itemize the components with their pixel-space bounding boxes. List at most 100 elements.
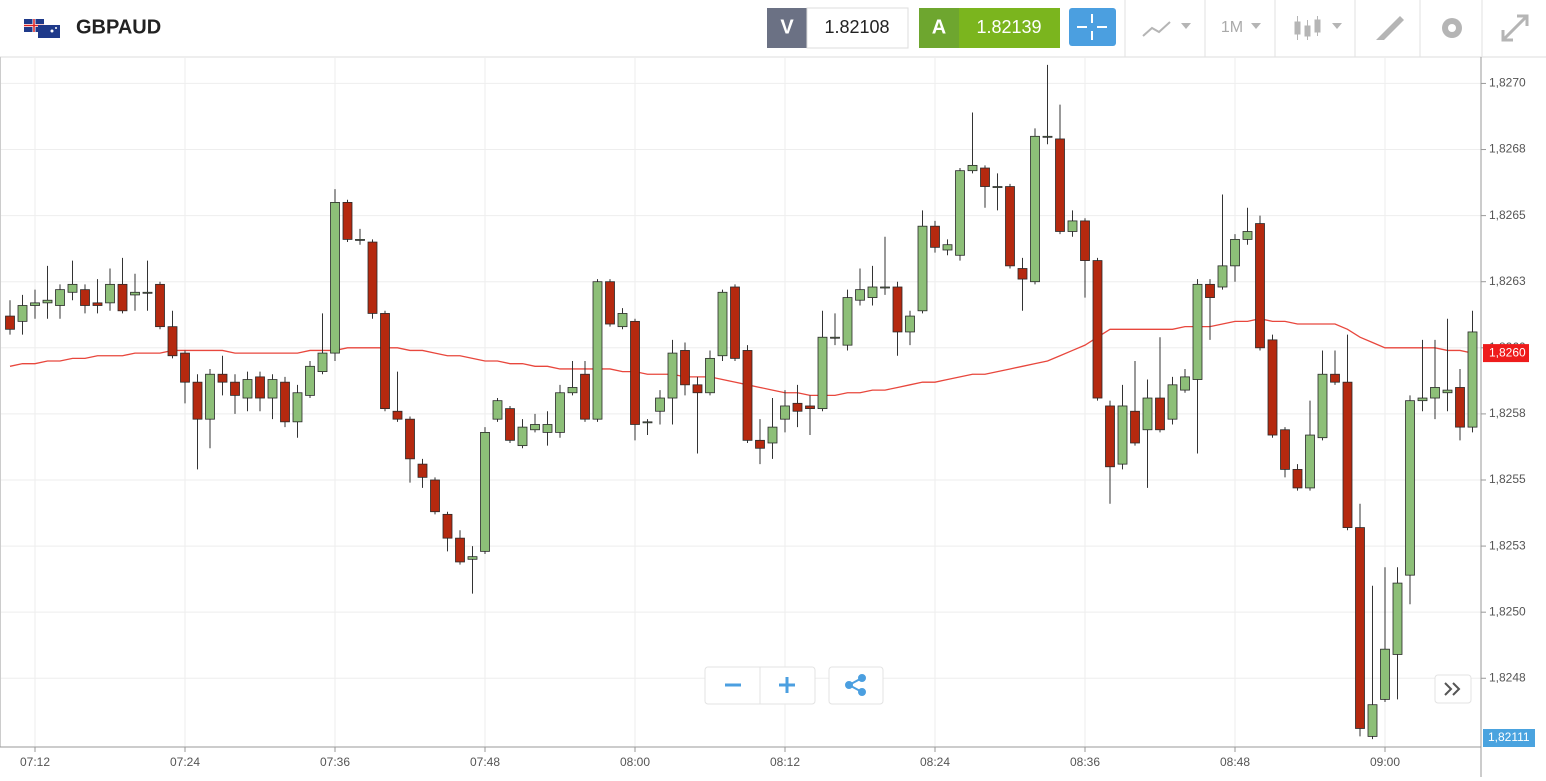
- candle-body: [430, 479, 440, 513]
- candle-body: [1055, 138, 1065, 232]
- zoom-in[interactable]: [779, 677, 795, 693]
- buy-button[interactable]: [919, 8, 959, 48]
- candle-body: [1017, 268, 1028, 280]
- candle-body: [30, 302, 40, 306]
- candle-body: [1280, 429, 1290, 470]
- candle-body: [455, 537, 465, 563]
- candle-body: [1042, 135, 1053, 138]
- candle-body: [467, 556, 478, 560]
- candle-body: [930, 225, 940, 248]
- candle-body: [42, 299, 53, 304]
- chart-type-icon[interactable]: [1142, 21, 1191, 37]
- candle-body: [192, 381, 203, 420]
- candle-body: [405, 418, 415, 460]
- candle-body: [1030, 135, 1040, 283]
- candle-body: [742, 350, 753, 441]
- crosshair-button[interactable]: [1069, 8, 1116, 46]
- candle-body: [1317, 373, 1328, 439]
- x-tick-label: 07:12: [20, 755, 50, 769]
- y-tick-label: 1,8265: [1489, 208, 1526, 222]
- candle-body: [1080, 220, 1090, 261]
- candle-body: [1455, 387, 1465, 428]
- candle-body: [1155, 397, 1165, 431]
- candle-body: [642, 421, 653, 424]
- candle-body: [1380, 648, 1390, 700]
- candle-body: [205, 373, 215, 420]
- candle-body: [1117, 405, 1128, 465]
- candle-body: [942, 244, 953, 251]
- candle-body: [330, 202, 340, 354]
- symbol: GBPAUD: [76, 16, 161, 38]
- candle-body: [705, 357, 715, 394]
- sell-price-box[interactable]: [806, 7, 909, 49]
- candle-body: [392, 410, 403, 420]
- x-tick-label: 08:00: [620, 755, 650, 769]
- candle-body: [142, 291, 153, 294]
- ma-label: 1,8260: [1489, 345, 1526, 359]
- candle-body: [92, 302, 103, 306]
- candle-body: [1067, 220, 1078, 232]
- candle-body: [767, 426, 778, 444]
- expand-icon[interactable]: [1501, 14, 1529, 42]
- y-tick-label: 1,8255: [1489, 472, 1526, 486]
- x-tick-label: 08:12: [770, 755, 800, 769]
- candle-body: [530, 424, 540, 431]
- candle-body: [1255, 223, 1265, 349]
- candle-body: [292, 392, 303, 423]
- candle-body: [180, 352, 190, 383]
- candle-body: [480, 432, 490, 552]
- candle-body: [280, 381, 290, 423]
- x-tick-label: 08:24: [920, 755, 950, 769]
- sell-button[interactable]: [767, 8, 807, 48]
- share-button[interactable]: [828, 666, 884, 705]
- y-tick-label: 1,8268: [1489, 142, 1526, 156]
- buy-label: A: [932, 16, 946, 38]
- candle-body: [242, 379, 253, 399]
- y-tick-label: 1,8253: [1489, 538, 1526, 552]
- candle-body: [1430, 387, 1440, 399]
- ma-label-box: [1483, 344, 1529, 363]
- candle-body: [630, 320, 640, 425]
- candle-body: [1167, 384, 1178, 420]
- timeframe[interactable]: 1M: [1221, 19, 1243, 36]
- candle-body: [1330, 373, 1340, 383]
- candle-body: [367, 241, 378, 314]
- candle-body: [80, 289, 90, 306]
- candle-body: [342, 202, 353, 240]
- candle-body: [955, 170, 965, 256]
- candle-body: [1105, 405, 1115, 468]
- candle-body: [717, 291, 728, 357]
- candle-body: [1142, 397, 1153, 431]
- candle-body: [605, 281, 615, 325]
- candle-body: [1417, 397, 1428, 402]
- candle-body: [117, 283, 128, 312]
- candle-body: [655, 397, 665, 412]
- scroll-end-button[interactable]: [1434, 674, 1472, 704]
- candle-body: [967, 164, 978, 172]
- candle-icon[interactable]: [1294, 16, 1342, 40]
- x-tick-label: 07:24: [170, 755, 200, 769]
- candle-body: [580, 373, 590, 420]
- candle-body: [492, 400, 503, 420]
- candle-body: [380, 313, 390, 410]
- candle-body: [905, 315, 915, 333]
- settings-icon-hole: [1448, 24, 1456, 32]
- candle-body: [792, 402, 803, 412]
- price-label-box: [1483, 729, 1535, 747]
- candle-body: [317, 352, 328, 372]
- candle-body: [1392, 582, 1403, 655]
- y-tick-label: 1,8270: [1489, 76, 1526, 90]
- toolbar-separators: [1124, 0, 1483, 57]
- timeframe-caret: [1251, 23, 1261, 29]
- currency-flag: [24, 19, 60, 38]
- candle-body: [217, 373, 228, 383]
- candle-body: [855, 289, 865, 301]
- candle-body: [842, 297, 853, 346]
- candle-body: [230, 381, 240, 396]
- candle-body: [5, 315, 15, 330]
- buy-price-box[interactable]: [959, 8, 1060, 48]
- sell-price: 1.82108: [824, 17, 889, 37]
- draw-icon[interactable]: [1376, 16, 1404, 40]
- candle-body: [1355, 527, 1365, 729]
- candle-body: [1405, 400, 1415, 576]
